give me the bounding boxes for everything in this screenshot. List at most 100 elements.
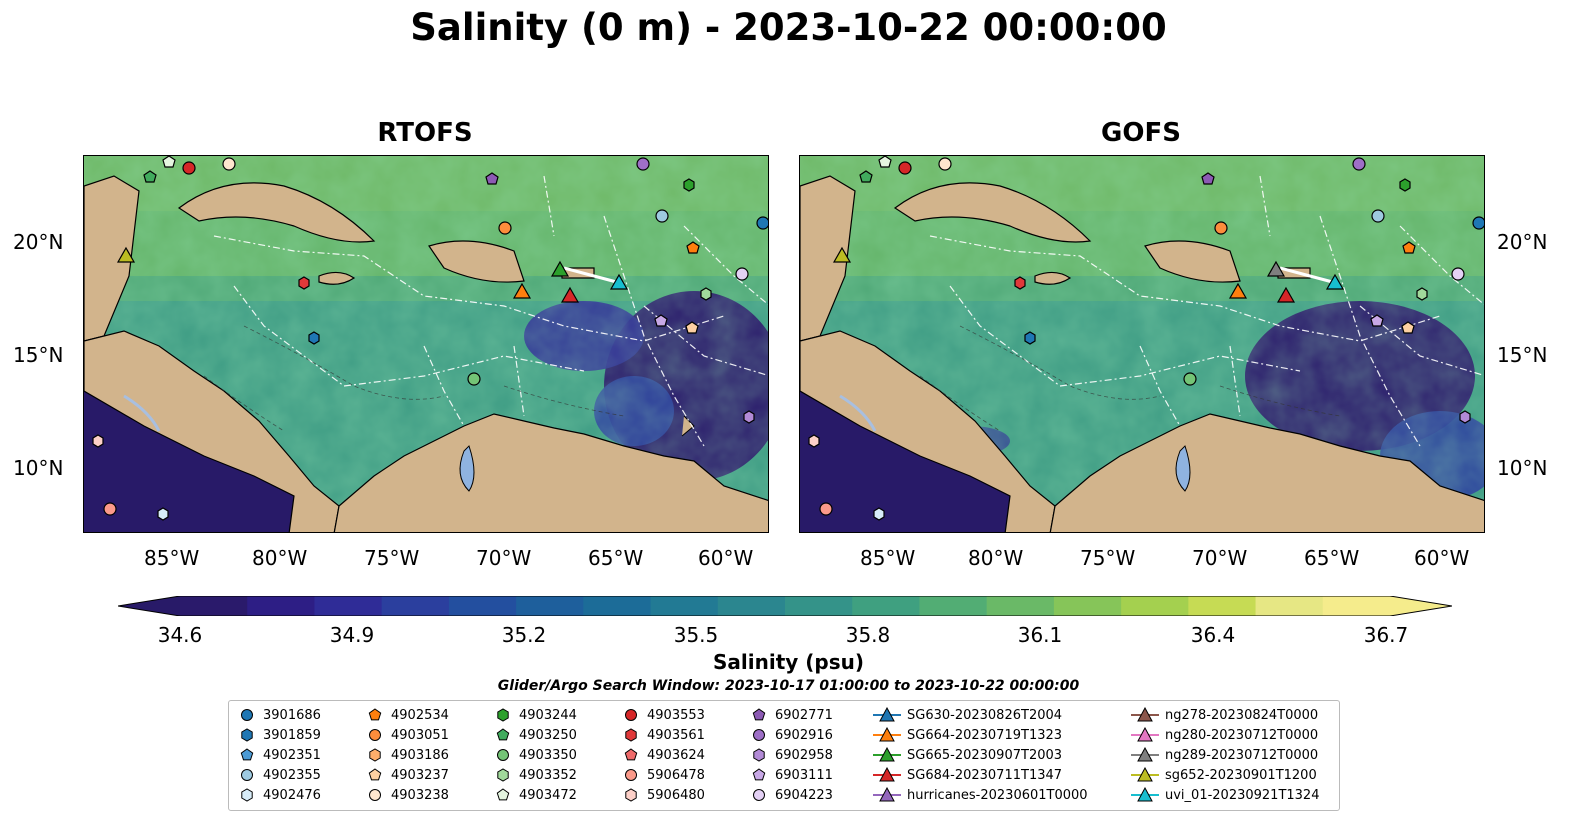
legend-label: 6902771 xyxy=(775,707,833,723)
legend-item: 4903350 xyxy=(493,745,577,765)
legend-item: 4902476 xyxy=(237,785,321,805)
legend-item: 4903472 xyxy=(493,785,577,805)
colorbar-segment xyxy=(919,596,988,616)
lake-nicaragua xyxy=(123,394,161,432)
legend-label: ng280-20230712T0000 xyxy=(1165,727,1319,743)
triangle-marker-icon xyxy=(873,787,901,802)
lat-label-right-10n: 10°N xyxy=(1497,456,1548,480)
circle-marker-icon xyxy=(753,789,765,801)
south-america-land xyxy=(333,413,768,532)
colorbar-segment xyxy=(1121,596,1189,616)
legend-item: 4903352 xyxy=(493,765,577,785)
legend-label: 6902958 xyxy=(775,747,833,763)
legend-item: hurricanes-20230601T0000 xyxy=(873,785,1088,805)
yucatan-land xyxy=(84,175,140,342)
legend-item: 3901686 xyxy=(237,705,321,725)
lon-label-gofs-80w: 80°W xyxy=(968,546,1024,570)
hexagon-marker-icon xyxy=(497,708,509,722)
lat-label-right-15n: 15°N xyxy=(1497,343,1548,367)
lake-maracaibo xyxy=(459,445,475,492)
legend-label: 4903352 xyxy=(519,767,577,783)
legend-label: 6903111 xyxy=(775,767,833,783)
colorbar-segment xyxy=(717,596,786,616)
triangle-marker-icon xyxy=(1131,747,1159,762)
legend-label: 4903472 xyxy=(519,787,577,803)
legend-label: 4903250 xyxy=(519,727,577,743)
lon-label-rtofs-80w: 80°W xyxy=(252,546,308,570)
legend-item: ng278-20230824T0000 xyxy=(1131,705,1318,725)
pentagon-marker-icon xyxy=(752,768,766,781)
legend-item: 5906480 xyxy=(621,785,705,805)
legend-label: 4903051 xyxy=(391,727,449,743)
pacific-ocean xyxy=(84,391,294,532)
colorbar-segment xyxy=(986,596,1055,616)
legend-item: 4903561 xyxy=(621,725,705,745)
legend-item: 3901859 xyxy=(237,725,321,745)
colorbar-label: Salinity (psu) xyxy=(712,650,864,674)
circle-marker-icon xyxy=(241,769,253,781)
legend-label: ng289-20230712T0000 xyxy=(1165,747,1319,763)
contour-lines xyxy=(203,325,625,432)
lon-label-gofs-85w: 85°W xyxy=(860,546,916,570)
legend-item: 4903186 xyxy=(365,745,449,765)
cuba xyxy=(893,182,1092,243)
legend-label: ng278-20230824T0000 xyxy=(1165,707,1319,723)
colorbar-segment xyxy=(1188,596,1257,616)
circle-marker-icon xyxy=(241,709,253,721)
hexagon-marker-icon xyxy=(497,768,509,782)
legend-item: SG630-20230826T2004 xyxy=(873,705,1062,725)
legend-label: SG684-20230711T1347 xyxy=(907,767,1063,783)
circle-marker-icon xyxy=(753,729,765,741)
legend-label: 4903561 xyxy=(647,727,705,743)
contour-lines xyxy=(919,325,1341,432)
colorbar-tick-4: 35.8 xyxy=(845,623,891,647)
hexagon-marker-icon xyxy=(241,728,253,742)
colorbar-segment xyxy=(381,596,450,616)
colorbar-segment xyxy=(650,596,719,616)
lat-label-left-15n: 15°N xyxy=(13,343,64,367)
lon-label-rtofs-60w: 60°W xyxy=(698,546,754,570)
legend-label: 4903186 xyxy=(391,747,449,763)
legend-item: 4902351 xyxy=(237,745,321,765)
map-gofs[interactable] xyxy=(799,155,1485,533)
jamaica xyxy=(1034,271,1072,285)
circle-marker-icon xyxy=(369,729,381,741)
legend-label: hurricanes-20230601T0000 xyxy=(907,787,1088,803)
cuba xyxy=(177,182,376,243)
circle-marker-icon xyxy=(625,769,637,781)
triangle-marker-icon xyxy=(873,747,901,762)
legend-label: SG665-20230907T2003 xyxy=(907,747,1063,763)
legend-item: uvi_01-20230921T1324 xyxy=(1131,785,1319,805)
legend-label: 4903237 xyxy=(391,767,449,783)
legend-item: 4902355 xyxy=(237,765,321,785)
lat-label-left-20n: 20°N xyxy=(13,230,64,254)
lon-label-gofs-65w: 65°W xyxy=(1304,546,1360,570)
pacific-ocean xyxy=(800,391,1010,532)
colorbar-over-extension xyxy=(1390,596,1452,616)
colorbar-segment xyxy=(852,596,921,616)
colorbar-segment xyxy=(1322,596,1391,616)
legend-label: 5906480 xyxy=(647,787,705,803)
map-rtofs[interactable] xyxy=(83,155,769,533)
pentagon-marker-icon xyxy=(368,768,382,781)
pentagon-marker-icon xyxy=(368,708,382,721)
lon-label-rtofs-75w: 75°W xyxy=(364,546,420,570)
colorbar-under-extension xyxy=(118,596,180,616)
circle-marker-icon xyxy=(369,789,381,801)
panel-title-rtofs: RTOFS xyxy=(377,118,473,148)
colorbar-tick-7: 36.7 xyxy=(1363,623,1409,647)
float-markers xyxy=(92,156,768,521)
colorbar-tick-2: 35.2 xyxy=(501,623,547,647)
legend-item: ng280-20230712T0000 xyxy=(1131,725,1318,745)
colorbar-segment xyxy=(1053,596,1122,616)
legend-label: 4903350 xyxy=(519,747,577,763)
legend-item: SG665-20230907T2003 xyxy=(873,745,1062,765)
legend-label: 4902351 xyxy=(263,747,321,763)
legend-item: 6902916 xyxy=(749,725,833,745)
triangle-marker-icon xyxy=(1131,787,1159,802)
hexagon-marker-icon xyxy=(753,748,765,762)
pentagon-marker-icon xyxy=(496,788,510,801)
lon-label-gofs-70w: 70°W xyxy=(1192,546,1248,570)
legend-item: 4903237 xyxy=(365,765,449,785)
colorbar-segment xyxy=(448,596,517,616)
